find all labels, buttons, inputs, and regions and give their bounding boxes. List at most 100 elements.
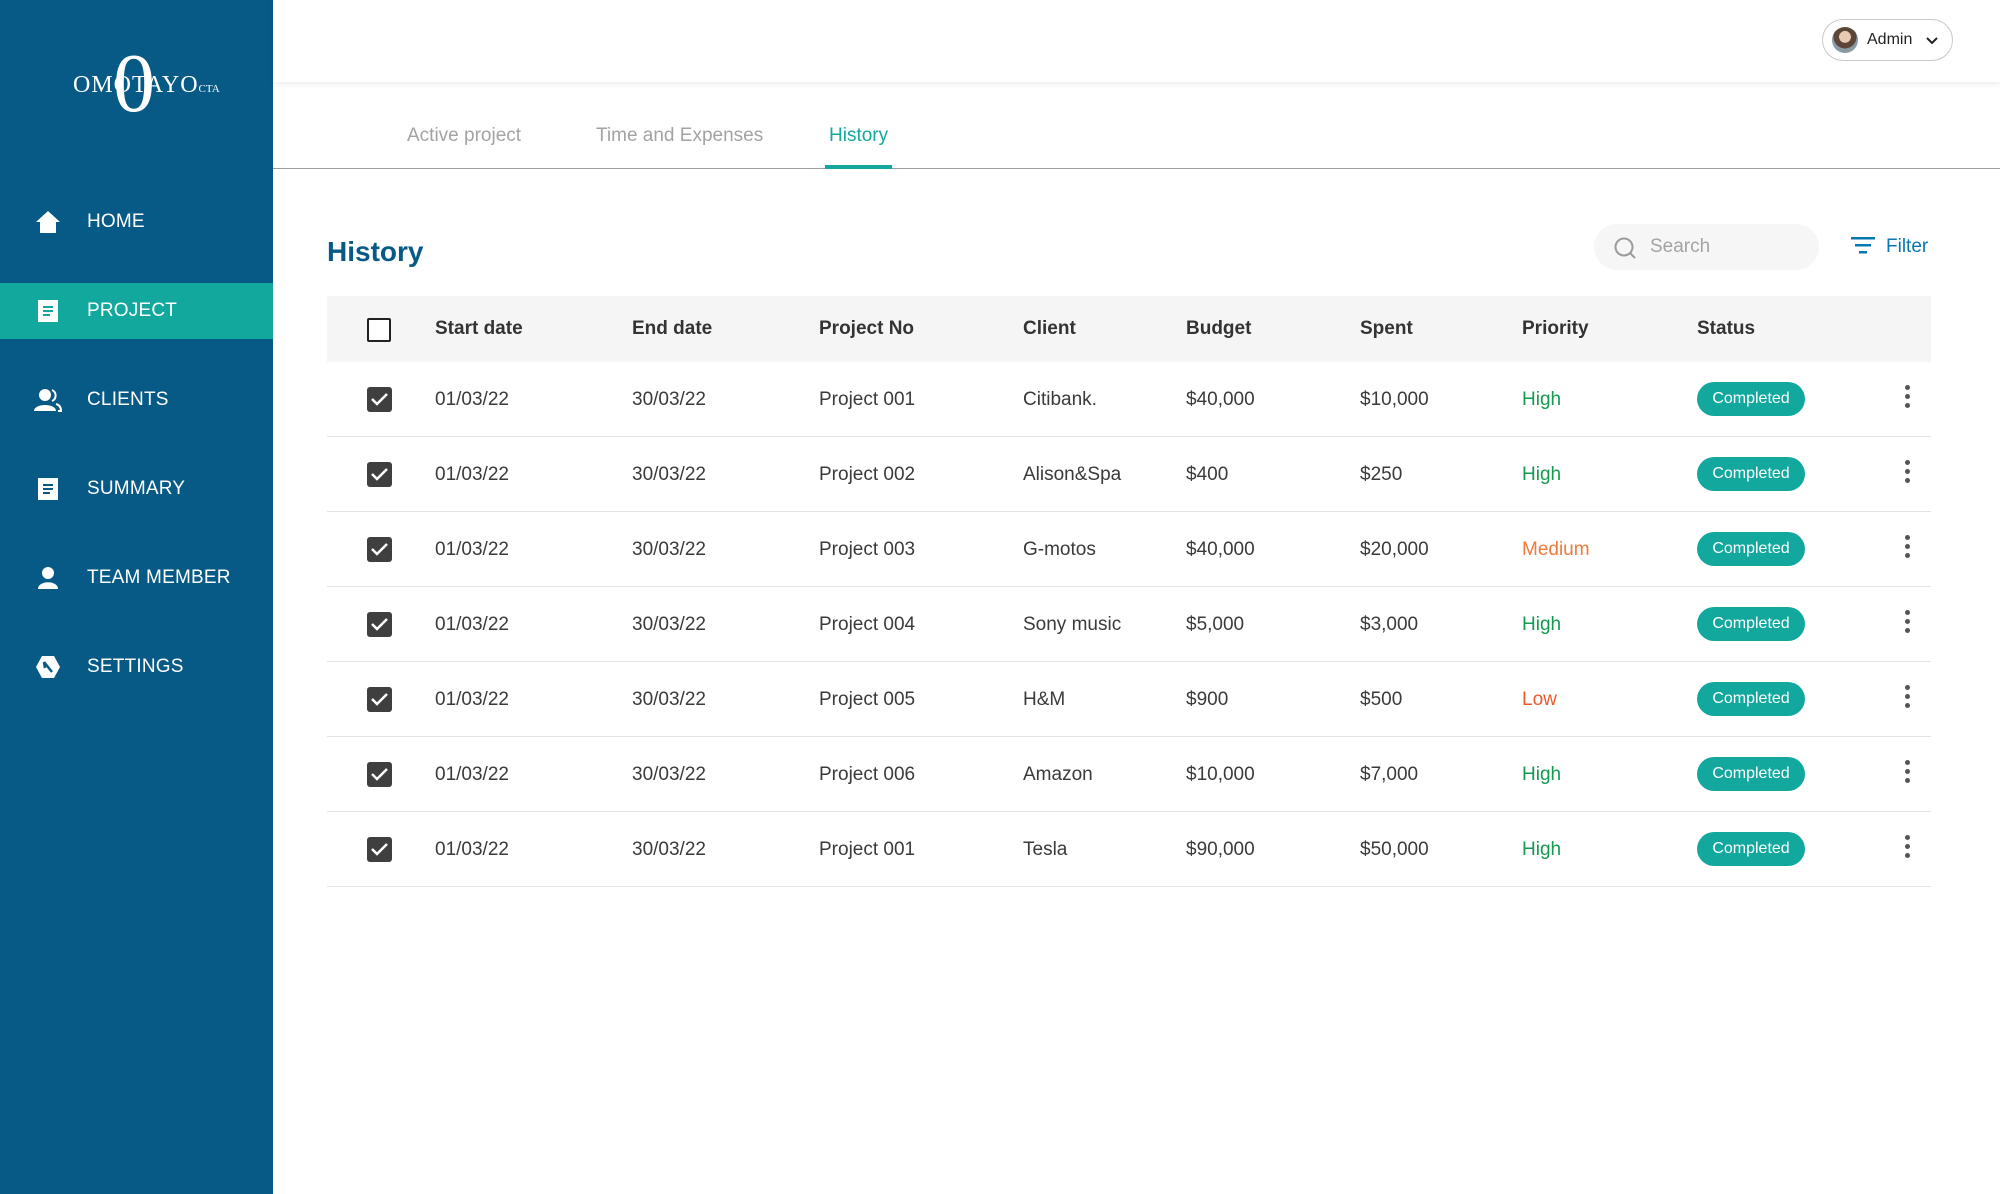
column-header-start-date[interactable]: Start date bbox=[435, 318, 523, 339]
user-menu-button[interactable]: Admin bbox=[1822, 19, 1953, 61]
check-icon bbox=[371, 618, 388, 631]
cell-spent: $50,000 bbox=[1360, 839, 1429, 860]
sidebar-item-label: SUMMARY bbox=[87, 478, 186, 499]
table-row[interactable]: 01/03/22 30/03/22 Project 005 H&M $900 $… bbox=[327, 662, 1931, 737]
status-badge: Completed bbox=[1697, 607, 1805, 641]
status-badge: Completed bbox=[1697, 757, 1805, 791]
column-header-project-no[interactable]: Project No bbox=[819, 318, 915, 339]
cell-budget: $5,000 bbox=[1186, 614, 1245, 635]
check-icon bbox=[371, 693, 388, 706]
tab-active-project[interactable]: Active project bbox=[407, 125, 522, 146]
tab-time-and-expenses[interactable]: Time and Expenses bbox=[596, 125, 764, 146]
cell-client: Alison&Spa bbox=[1023, 464, 1122, 485]
cell-client: Tesla bbox=[1023, 839, 1068, 860]
sidebar: 0 OMOTAYOCTA HOME PROJECT CLIENTS SUMMAR… bbox=[0, 0, 273, 1194]
table-row[interactable]: 01/03/22 30/03/22 Project 006 Amazon $10… bbox=[327, 737, 1931, 812]
home-icon bbox=[34, 208, 62, 236]
filter-button[interactable]: Filter bbox=[1850, 232, 1928, 262]
search-input[interactable] bbox=[1650, 232, 1810, 262]
row-checkbox[interactable] bbox=[367, 462, 392, 487]
sidebar-item-label: CLIENTS bbox=[87, 389, 169, 410]
more-options-icon[interactable] bbox=[1902, 385, 1912, 413]
select-all-checkbox[interactable] bbox=[367, 318, 391, 342]
cell-project-no: Project 002 bbox=[819, 464, 916, 485]
summary-icon bbox=[34, 475, 62, 503]
check-icon bbox=[371, 468, 388, 481]
active-tab-indicator bbox=[825, 165, 892, 169]
sidebar-item-settings[interactable]: SETTINGS bbox=[0, 639, 273, 695]
cell-budget: $400 bbox=[1186, 464, 1229, 485]
document-icon bbox=[34, 297, 62, 325]
table-row[interactable]: 01/03/22 30/03/22 Project 002 Alison&Spa… bbox=[327, 437, 1931, 512]
avatar bbox=[1832, 27, 1858, 53]
sidebar-item-summary[interactable]: SUMMARY bbox=[0, 461, 273, 517]
cell-start-date: 01/03/22 bbox=[435, 614, 509, 635]
sidebar-item-clients[interactable]: CLIENTS bbox=[0, 372, 273, 428]
cell-spent: $7,000 bbox=[1360, 764, 1419, 785]
more-options-icon[interactable] bbox=[1902, 535, 1912, 563]
table-row[interactable]: 01/03/22 30/03/22 Project 001 Citibank. … bbox=[327, 362, 1931, 437]
user-icon bbox=[34, 564, 62, 592]
logo[interactable]: 0 OMOTAYOCTA bbox=[0, 42, 273, 132]
row-checkbox[interactable] bbox=[367, 762, 392, 787]
cell-end-date: 30/03/22 bbox=[632, 464, 706, 485]
row-checkbox[interactable] bbox=[367, 387, 392, 412]
more-options-icon[interactable] bbox=[1902, 460, 1912, 488]
search-icon bbox=[1614, 237, 1638, 266]
cell-spent: $20,000 bbox=[1360, 539, 1429, 560]
sidebar-item-team-member[interactable]: TEAM MEMBER bbox=[0, 550, 273, 606]
more-options-icon[interactable] bbox=[1902, 610, 1912, 638]
table-row[interactable]: 01/03/22 30/03/22 Project 003 G-motos $4… bbox=[327, 512, 1931, 587]
cell-budget: $90,000 bbox=[1186, 839, 1255, 860]
cell-end-date: 30/03/22 bbox=[632, 389, 706, 410]
sidebar-item-home[interactable]: HOME bbox=[0, 194, 273, 250]
column-header-status[interactable]: Status bbox=[1697, 318, 1756, 339]
cell-priority: High bbox=[1522, 389, 1562, 410]
cell-priority: High bbox=[1522, 839, 1562, 860]
tabs-divider bbox=[273, 168, 2000, 169]
search-box bbox=[1594, 224, 1819, 270]
cell-project-no: Project 005 bbox=[819, 689, 916, 710]
status-badge: Completed bbox=[1697, 457, 1805, 491]
more-options-icon[interactable] bbox=[1902, 760, 1912, 788]
column-header-priority[interactable]: Priority bbox=[1522, 318, 1589, 339]
cell-priority: Low bbox=[1522, 689, 1557, 710]
status-badge: Completed bbox=[1697, 832, 1805, 866]
cell-budget: $10,000 bbox=[1186, 764, 1255, 785]
check-icon bbox=[371, 768, 388, 781]
logo-wordmark: OMOTAYO bbox=[73, 72, 199, 98]
cell-client: G-motos bbox=[1023, 539, 1096, 560]
sidebar-item-project[interactable]: PROJECT bbox=[0, 283, 273, 339]
cell-start-date: 01/03/22 bbox=[435, 389, 509, 410]
table-row[interactable]: 01/03/22 30/03/22 Project 004 Sony music… bbox=[327, 587, 1931, 662]
cell-spent: $10,000 bbox=[1360, 389, 1429, 410]
sidebar-item-label: TEAM MEMBER bbox=[87, 567, 231, 588]
check-icon bbox=[371, 393, 388, 406]
column-header-budget[interactable]: Budget bbox=[1186, 318, 1252, 339]
status-badge: Completed bbox=[1697, 682, 1805, 716]
top-bar bbox=[273, 0, 2000, 82]
cell-budget: $40,000 bbox=[1186, 389, 1255, 410]
check-icon bbox=[371, 543, 388, 556]
column-header-end-date[interactable]: End date bbox=[632, 318, 713, 339]
row-checkbox[interactable] bbox=[367, 612, 392, 637]
chevron-down-icon bbox=[1925, 34, 1939, 52]
more-options-icon[interactable] bbox=[1902, 835, 1912, 863]
cell-project-no: Project 006 bbox=[819, 764, 916, 785]
logo-mark: 0 bbox=[113, 37, 155, 130]
cell-priority: High bbox=[1522, 614, 1562, 635]
filter-icon bbox=[1850, 235, 1876, 260]
column-header-spent[interactable]: Spent bbox=[1360, 318, 1413, 339]
status-badge: Completed bbox=[1697, 382, 1805, 416]
table-row[interactable]: 01/03/22 30/03/22 Project 001 Tesla $90,… bbox=[327, 812, 1931, 887]
row-checkbox[interactable] bbox=[367, 687, 392, 712]
cell-spent: $3,000 bbox=[1360, 614, 1419, 635]
row-checkbox[interactable] bbox=[367, 537, 392, 562]
row-checkbox[interactable] bbox=[367, 837, 392, 862]
cell-end-date: 30/03/22 bbox=[632, 539, 706, 560]
cell-budget: $40,000 bbox=[1186, 539, 1255, 560]
more-options-icon[interactable] bbox=[1902, 685, 1912, 713]
column-header-client[interactable]: Client bbox=[1023, 318, 1076, 339]
cell-end-date: 30/03/22 bbox=[632, 764, 706, 785]
tab-history[interactable]: History bbox=[829, 125, 889, 146]
